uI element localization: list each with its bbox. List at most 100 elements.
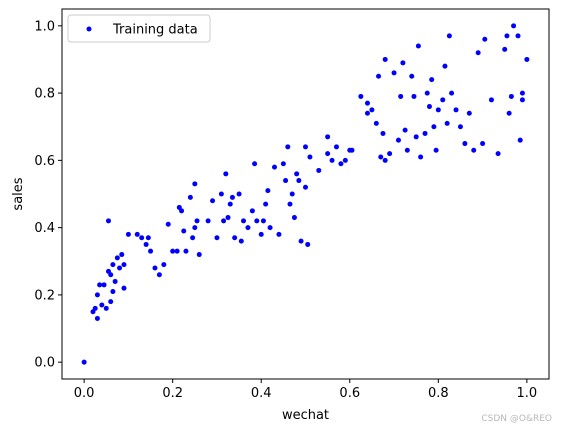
y-axis-label: sales (11, 177, 26, 210)
data-point (488, 97, 494, 103)
data-point (515, 33, 521, 39)
data-point (291, 215, 297, 221)
data-point (289, 191, 295, 197)
data-point (431, 124, 437, 130)
data-point (112, 278, 118, 284)
data-point (125, 231, 131, 237)
data-point (449, 90, 455, 96)
data-point (108, 299, 114, 305)
data-point (263, 201, 269, 207)
data-point (506, 110, 512, 116)
data-point (466, 110, 472, 116)
data-point (382, 157, 388, 163)
data-point (232, 235, 238, 241)
data-point (285, 144, 291, 150)
data-point (519, 90, 525, 96)
x-tick-label: 0.8 (428, 386, 449, 401)
data-point (402, 127, 408, 133)
data-point (303, 144, 308, 150)
data-point (364, 110, 370, 116)
data-point (110, 289, 116, 295)
data-point (192, 225, 198, 231)
x-tick-label: 0.6 (339, 386, 360, 401)
data-point (179, 208, 185, 214)
data-point (194, 218, 200, 224)
data-point (196, 252, 202, 258)
data-point (192, 181, 198, 187)
data-point (252, 161, 258, 167)
data-point (305, 241, 311, 247)
data-point (227, 201, 233, 207)
data-point (294, 171, 300, 177)
x-tick-label: 0.2 (162, 386, 183, 401)
data-point (440, 97, 446, 103)
data-point (380, 130, 386, 136)
data-point (110, 262, 116, 268)
y-tick-label: 0.6 (34, 154, 55, 169)
data-point (223, 171, 229, 177)
x-axis-ticks: 0.0 0.2 0.4 0.6 0.8 1.0 (74, 379, 537, 401)
axes-frame (61, 8, 550, 380)
data-point (267, 225, 273, 231)
data-point (276, 231, 282, 237)
data-point (296, 178, 302, 184)
data-point (214, 235, 220, 241)
data-point (254, 218, 260, 224)
data-point (400, 60, 406, 66)
y-tick-label: 1.0 (34, 19, 55, 34)
data-point (435, 107, 441, 113)
data-point (404, 147, 410, 153)
data-point (307, 154, 313, 160)
data-point (143, 241, 149, 247)
data-point (145, 235, 151, 241)
data-point (272, 164, 278, 170)
data-point (495, 151, 501, 157)
data-point (391, 70, 397, 76)
data-point (134, 231, 140, 237)
x-axis-label: wechat (282, 408, 329, 423)
data-point (165, 221, 171, 227)
data-point (229, 194, 235, 200)
data-point (444, 120, 450, 126)
data-point (218, 191, 224, 197)
y-tick-label: 0.2 (34, 288, 55, 303)
data-point (398, 93, 404, 99)
y-axis-ticks: 0.0 0.2 0.4 0.6 0.8 1.0 (34, 19, 62, 371)
data-point (94, 315, 100, 321)
data-point (342, 157, 348, 163)
y-tick-label: 0.8 (34, 87, 55, 102)
data-point (424, 90, 430, 96)
data-point (298, 238, 304, 244)
legend-box (67, 14, 211, 43)
data-point (409, 73, 415, 79)
x-tick-label: 1.0 (517, 386, 538, 401)
data-point (97, 282, 103, 288)
data-point (453, 107, 459, 113)
data-point (190, 235, 196, 241)
data-point (446, 33, 452, 39)
data-point (524, 56, 530, 62)
data-point (442, 63, 448, 69)
data-points (81, 23, 530, 365)
data-point (504, 33, 510, 39)
data-point (475, 50, 481, 56)
data-point (395, 137, 401, 143)
data-point (426, 104, 432, 110)
x-tick-label: 0.0 (74, 386, 95, 401)
data-point (358, 93, 364, 99)
legend: Training data (67, 14, 211, 43)
watermark: CSDN @O&REO (481, 414, 552, 424)
data-point (329, 157, 335, 163)
data-point (303, 184, 308, 190)
data-point (161, 262, 167, 268)
data-point (373, 120, 379, 126)
data-point (260, 218, 266, 224)
y-tick-label: 0.4 (34, 221, 55, 236)
data-point (119, 252, 125, 258)
data-point (413, 134, 419, 140)
data-point (422, 130, 428, 136)
data-point (139, 235, 145, 241)
data-point (502, 46, 508, 52)
data-point (283, 178, 289, 184)
